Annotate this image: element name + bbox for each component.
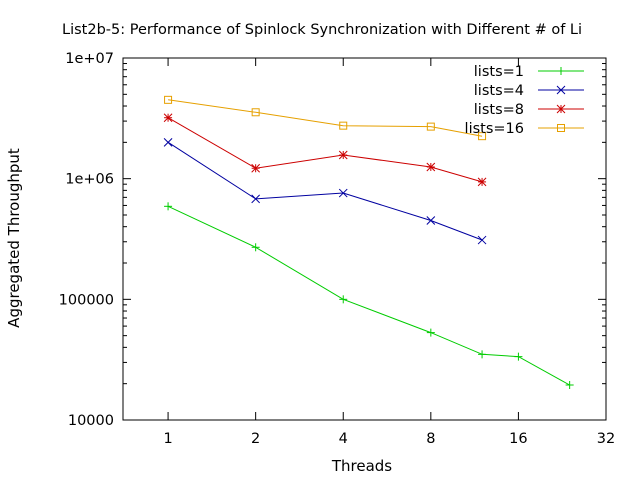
x-tick-label: 32: [597, 431, 615, 447]
plot-border: [122, 57, 607, 421]
data-point: [478, 132, 487, 141]
data-point: [557, 124, 565, 132]
marker-d2: [556, 85, 566, 95]
x-axis-label: Threads: [331, 457, 392, 475]
marker-square: [478, 132, 487, 141]
marker-square: [251, 108, 260, 117]
data-point: [514, 352, 523, 361]
series-lists-16: [164, 95, 487, 141]
marker-d2: [477, 177, 487, 187]
y-tick-label: 10000: [68, 413, 114, 429]
marker-d2: [251, 163, 261, 173]
marker-d2: [556, 104, 566, 114]
series-line: [167, 205, 570, 386]
data-point: [251, 194, 261, 204]
data-point: [338, 188, 348, 198]
legend-label: lists=8: [474, 102, 524, 118]
data-point: [477, 235, 487, 245]
axes: [122, 57, 607, 421]
marker-d2: [426, 216, 436, 225]
marker-d2: [477, 235, 487, 245]
series-line: [167, 141, 483, 241]
x-tick-label: 4: [339, 431, 348, 447]
series-group: [163, 95, 574, 390]
marker-d2: [163, 137, 173, 147]
marker-d2: [338, 150, 348, 160]
x-tick-label: 8: [426, 431, 435, 447]
data-point: [557, 67, 565, 75]
series-lists-1: [164, 202, 574, 390]
marker-square: [426, 122, 435, 131]
marker-d2: [251, 194, 261, 204]
marker-square: [557, 124, 565, 132]
data-point: [251, 163, 261, 173]
data-point: [565, 381, 574, 390]
y-tick-label: 1e+07: [65, 51, 114, 67]
marker-d2: [426, 162, 436, 172]
marker-square: [339, 121, 348, 130]
y-tick-label: 1e+06: [65, 172, 114, 188]
series-lists-4: [163, 137, 487, 245]
x-tick-label: 1: [163, 431, 172, 447]
data-point: [163, 113, 173, 123]
data-point: [164, 95, 173, 104]
legend: lists=1 lists=4 lists=8 lists=16: [465, 64, 584, 137]
series-lists-8: [163, 113, 487, 187]
data-point: [251, 108, 260, 117]
ticks: 1 2 4 8 16 32 10000 100000 1e+06 1e+07: [59, 51, 616, 447]
data-point: [339, 121, 348, 130]
data-point: [426, 328, 435, 337]
data-point: [556, 85, 566, 95]
data-point: [478, 350, 487, 359]
y-axis-label: Aggregated Throughput: [5, 148, 23, 328]
x-tick-label: 16: [509, 431, 527, 447]
data-point: [339, 295, 348, 304]
legend-label: lists=1: [474, 64, 524, 80]
data-point: [426, 122, 435, 131]
legend-label: lists=16: [465, 121, 524, 137]
legend-label: lists=4: [474, 83, 524, 99]
data-point: [164, 202, 173, 211]
marker-d2: [163, 113, 173, 123]
chart-title: List2b-5: Performance of Spinlock Synchr…: [62, 22, 582, 38]
data-point: [426, 162, 436, 172]
data-point: [163, 137, 173, 147]
data-point: [338, 150, 348, 160]
x-tick-label: 2: [251, 431, 260, 447]
data-point: [251, 243, 260, 252]
data-point: [477, 177, 487, 187]
data-point: [556, 104, 566, 114]
marker-square: [164, 95, 173, 104]
series-line: [168, 99, 483, 137]
data-point: [426, 216, 436, 225]
marker-d2: [338, 188, 348, 198]
y-tick-label: 100000: [59, 292, 114, 308]
